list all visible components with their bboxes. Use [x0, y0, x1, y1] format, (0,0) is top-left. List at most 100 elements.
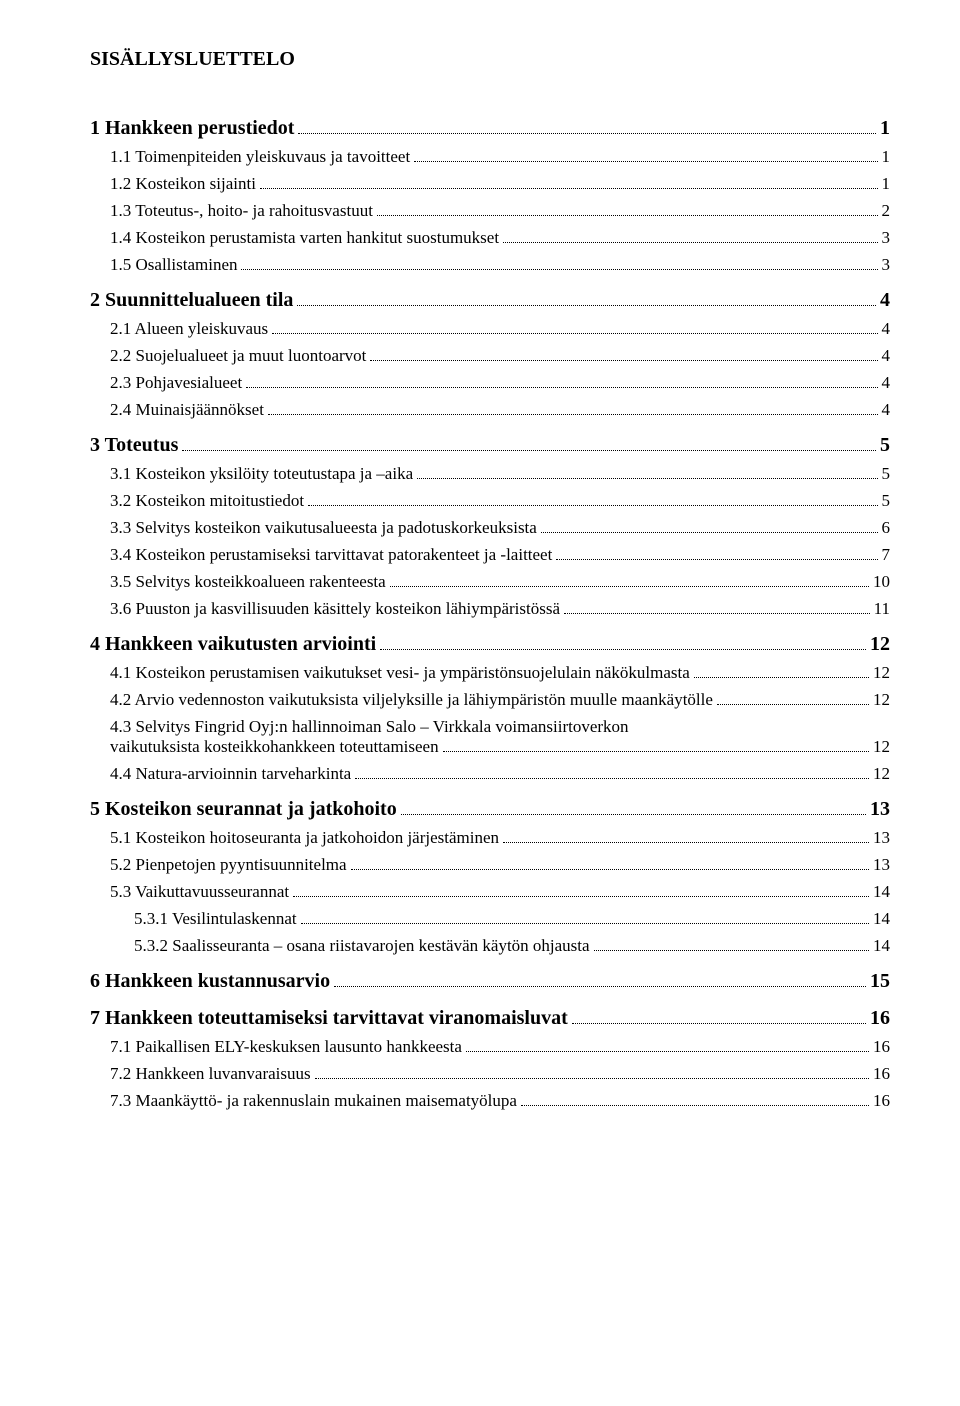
toc-entry: 2 Suunnittelualueen tila4 [90, 289, 890, 312]
toc-entry: 4 Hankkeen vaikutusten arviointi12 [90, 633, 890, 656]
toc-label: 5.3.1 Vesilintulaskennat [134, 909, 297, 929]
toc-label: 1.2 Kosteikon sijainti [110, 174, 256, 194]
toc-entry: 1 Hankkeen perustiedot 1 [90, 117, 890, 140]
toc-leader-dots [443, 737, 869, 752]
toc-entry: 3.4 Kosteikon perustamiseksi tarvittavat… [90, 545, 890, 565]
toc-entry: 6 Hankkeen kustannusarvio15 [90, 970, 890, 993]
toc-leader-dots [503, 828, 869, 843]
toc-label: 6 Hankkeen kustannusarvio [90, 970, 330, 993]
toc-entry: 7 Hankkeen toteuttamiseksi tarvittavat v… [90, 1007, 890, 1030]
toc-label: 4.1 Kosteikon perustamisen vaikutukset v… [110, 663, 690, 683]
toc-leader-dots [182, 434, 876, 451]
toc-entry: 1.1 Toimenpiteiden yleiskuvaus ja tavoit… [90, 147, 890, 167]
toc-page-number: 12 [873, 764, 890, 784]
toc-page-number: 13 [873, 828, 890, 848]
toc-page-number: 12 [873, 737, 890, 757]
toc-entry: 7.1 Paikallisen ELY-keskuksen lausunto h… [90, 1037, 890, 1057]
toc-leader-dots [401, 798, 866, 815]
toc-entry: 4.1 Kosteikon perustamisen vaikutukset v… [90, 663, 890, 683]
toc-page-number: 3 [882, 255, 891, 275]
toc-label: 7 Hankkeen toteuttamiseksi tarvittavat v… [90, 1007, 568, 1030]
toc-leader-dots [301, 909, 869, 924]
toc-page-number: 16 [873, 1037, 890, 1057]
toc-entry: 3.2 Kosteikon mitoitustiedot5 [90, 491, 890, 511]
toc-page-number: 12 [873, 690, 890, 710]
toc-entry: 5.3.2 Saalisseuranta – osana riistavaroj… [90, 936, 890, 956]
toc-leader-dots [380, 633, 866, 650]
toc-leader-dots [241, 255, 877, 270]
table-of-contents: 1 Hankkeen perustiedot 1 1.1 Toimenpiteide… [90, 117, 890, 1111]
toc-page-number: 7 [882, 545, 891, 565]
toc-entry: 1.4 Kosteikon perustamista varten hankit… [90, 228, 890, 248]
toc-page-number: 1 [882, 147, 891, 167]
page-title: SISÄLLYSLUETTELO [90, 48, 890, 71]
toc-page-number: 12 [870, 633, 890, 656]
toc-entry: vaikutuksista kosteikkohankkeen toteutta… [90, 737, 890, 757]
toc-page-number: 4 [882, 319, 891, 339]
toc-label: 5.3 Vaikuttavuusseurannat [110, 882, 289, 902]
toc-label: 1.3 Toteutus-, hoito- ja rahoitusvastuut [110, 201, 373, 221]
toc-leader-dots [308, 491, 877, 506]
toc-leader-dots [355, 764, 869, 779]
toc-page-number: 14 [873, 936, 890, 956]
toc-page-number: 2 [882, 201, 891, 221]
toc-entry: 4.2 Arvio vedennoston vaikutuksista vilj… [90, 690, 890, 710]
toc-label: 3.1 Kosteikon yksilöity toteutustapa ja … [110, 464, 413, 484]
toc-leader-dots [293, 882, 869, 897]
toc-label: 1.1 Toimenpiteiden yleiskuvaus ja tavoit… [110, 147, 410, 167]
toc-label: 2.2 Suojelualueet ja muut luontoarvot [110, 346, 366, 366]
toc-label: 3.2 Kosteikon mitoitustiedot [110, 491, 304, 511]
toc-entry: 1.3 Toteutus-, hoito- ja rahoitusvastuut… [90, 201, 890, 221]
toc-entry: 1.2 Kosteikon sijainti 1 [90, 174, 890, 194]
toc-leader-dots [334, 970, 866, 987]
toc-leader-dots [564, 599, 870, 614]
toc-entry: 4.4 Natura-arvioinnin tarveharkinta12 [90, 764, 890, 784]
toc-leader-dots [315, 1064, 869, 1079]
toc-leader-dots [572, 1007, 866, 1024]
toc-label: 4.2 Arvio vedennoston vaikutuksista vilj… [110, 690, 713, 710]
toc-page-number: 14 [873, 909, 890, 929]
toc-leader-dots [414, 147, 877, 162]
toc-entry: 2.4 Muinaisjäännökset 4 [90, 400, 890, 420]
toc-page-number: 10 [873, 572, 890, 592]
toc-label: 2.1 Alueen yleiskuvaus [110, 319, 268, 339]
toc-entry: 3.5 Selvitys kosteikkoalueen rakenteesta… [90, 572, 890, 592]
toc-page-number: 11 [874, 599, 890, 619]
toc-label: 5.3.2 Saalisseuranta – osana riistavaroj… [134, 936, 590, 956]
toc-leader-dots [521, 1091, 869, 1106]
toc-leader-dots [390, 572, 869, 587]
toc-page-number: 12 [873, 663, 890, 683]
toc-label: 2 Suunnittelualueen tila [90, 289, 293, 312]
toc-entry: 1.5 Osallistaminen3 [90, 255, 890, 275]
toc-leader-dots [268, 400, 878, 415]
toc-entry: 5.1 Kosteikon hoitoseuranta ja jatkohoid… [90, 828, 890, 848]
toc-entry: 5.3.1 Vesilintulaskennat 14 [90, 909, 890, 929]
toc-entry: 5 Kosteikon seurannat ja jatkohoito13 [90, 798, 890, 821]
toc-page-number: 4 [882, 400, 891, 420]
toc-leader-dots [556, 545, 877, 560]
toc-page-number: 6 [882, 518, 891, 538]
toc-entry: 2.2 Suojelualueet ja muut luontoarvot4 [90, 346, 890, 366]
toc-label: 2.3 Pohjavesialueet [110, 373, 242, 393]
toc-page-number: 1 [882, 174, 891, 194]
toc-label: 2.4 Muinaisjäännökset [110, 400, 264, 420]
toc-leader-dots [594, 936, 869, 951]
toc-label: 1.4 Kosteikon perustamista varten hankit… [110, 228, 499, 248]
toc-label: 1 Hankkeen perustiedot [90, 117, 294, 140]
toc-label: 5 Kosteikon seurannat ja jatkohoito [90, 798, 397, 821]
toc-label: 7.3 Maankäyttö- ja rakennuslain mukainen… [110, 1091, 517, 1111]
document-page: SISÄLLYSLUETTELO 1 Hankkeen perustiedot1… [0, 0, 960, 1173]
toc-leader-dots [377, 201, 878, 216]
toc-leader-dots [694, 663, 869, 678]
toc-page-number: 16 [873, 1064, 890, 1084]
toc-leader-dots [466, 1037, 869, 1052]
toc-entry: 5.2 Pienpetojen pyyntisuunnitelma13 [90, 855, 890, 875]
toc-page-number: 16 [873, 1091, 890, 1111]
toc-leader-dots [417, 464, 877, 479]
toc-leader-dots [541, 518, 878, 533]
toc-label: 7.2 Hankkeen luvanvaraisuus [110, 1064, 311, 1084]
toc-entry: 5.3 Vaikuttavuusseurannat 14 [90, 882, 890, 902]
toc-page-number: 14 [873, 882, 890, 902]
toc-page-number: 1 [880, 117, 890, 140]
toc-entry: 2.1 Alueen yleiskuvaus 4 [90, 319, 890, 339]
